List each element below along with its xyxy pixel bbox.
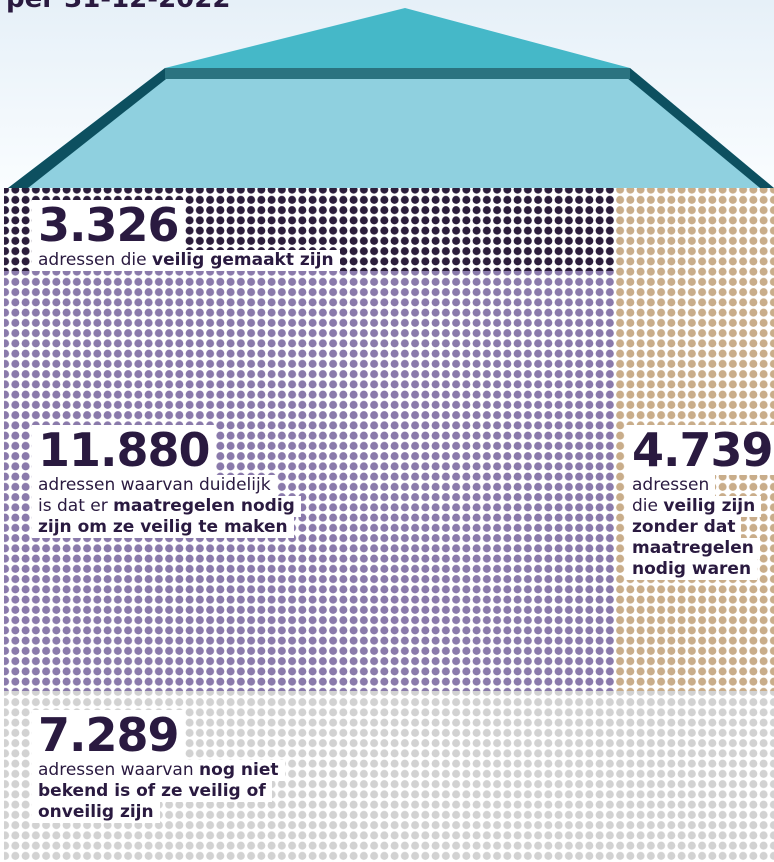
count: 3.326 [32,200,185,250]
label-line: adressen waarvan nog niet [32,760,285,781]
label-line: zijn om ze veilig te maken [32,517,294,538]
label-line: onveilig zijn [32,802,160,823]
roof-ridge [165,68,630,79]
label-text: veilig zijn [663,496,755,516]
label-line: is dat er maatregelen nodig [32,496,301,517]
count: 7.289 [32,710,185,760]
title: per 31-12-2022 [6,0,230,14]
label-line: maatregelen [626,538,760,559]
label-text: bekend is of ze veilig of [38,781,266,801]
label-line: nodig waren [626,559,757,580]
label-text: adressen die [38,250,152,270]
label-text: nodig waren [632,559,751,579]
number-wrap: 3.326 [32,200,340,250]
label-text: maatregelen nodig [113,496,295,516]
label-line: die veilig zijn [626,496,761,517]
label-text: maatregelen [632,538,754,558]
label-text: onveilig zijn [38,802,154,822]
label-text: is dat er [38,496,113,516]
label-text: zijn om ze veilig te maken [38,517,288,537]
label-text: adressen waarvan [38,760,199,780]
label-line: adressen waarvan duidelijk [32,475,277,496]
label-text: adressen waarvan duidelijk [38,475,271,495]
label-text: adressen [632,475,709,495]
label-line: adressen die veilig gemaakt zijn [32,250,340,271]
number-wrap: 7.289 [32,710,285,760]
label-line: bekend is of ze veilig of [32,781,272,802]
label-text: veilig gemaakt zijn [152,250,334,270]
label-text: nog niet [199,760,278,780]
count: 11.880 [32,425,216,475]
count: 4.739 [626,425,774,475]
label-line: adressen [626,475,715,496]
number-wrap: 11.880 [32,425,301,475]
number-wrap: 4.739 [626,425,774,475]
label-text: zonder dat [632,517,735,537]
page: per 31-12-2022 3.326adressen die veilig … [0,0,774,862]
label-line: zonder dat [626,517,741,538]
label-text: die [632,496,663,516]
